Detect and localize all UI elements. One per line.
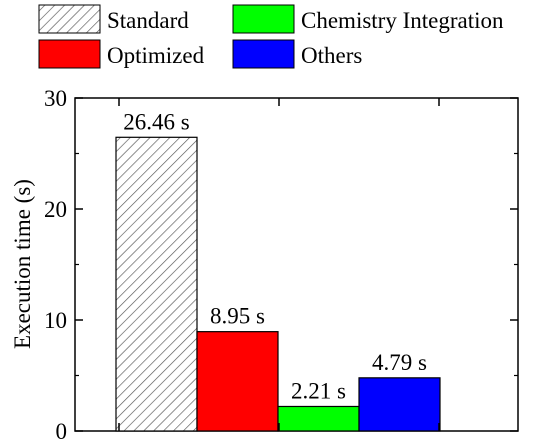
y-tick-label: 10: [44, 308, 67, 333]
bar-chemistry-integration: [277, 405, 360, 432]
x-axis: [118, 98, 440, 431]
legend-label: Chemistry Integration: [301, 8, 504, 33]
data-label: 2.21 s: [291, 378, 346, 403]
legend-item: Standard: [38, 4, 189, 34]
legend-item: Chemistry Integration: [232, 4, 504, 34]
y-tick-label: 30: [44, 86, 67, 111]
legend-item: Others: [232, 39, 362, 69]
bar-optimized: [196, 331, 279, 432]
y-axis-label: Execution time (s): [10, 179, 35, 349]
y-tick-label: 0: [56, 419, 68, 443]
data-labels: 26.46 s 8.95 s 2.21 s 4.79 s: [123, 109, 427, 403]
data-label: 26.46 s: [123, 109, 190, 134]
data-label: 4.79 s: [372, 350, 427, 375]
legend-item: Optimized: [38, 39, 205, 69]
y-axis: 0 10 20 30: [44, 86, 518, 443]
bar-others: [358, 377, 441, 432]
legend-label: Optimized: [107, 43, 205, 68]
bar-standard: [115, 136, 198, 432]
legend-label: Others: [301, 43, 362, 68]
y-tick-label: 20: [44, 197, 67, 222]
legend-swatch: [38, 4, 101, 34]
bars: [115, 136, 441, 432]
legend-swatch: [232, 39, 295, 69]
data-label: 8.95 s: [210, 304, 265, 329]
legend: Standard Chemistry Integration Optimized Ot…: [38, 4, 504, 69]
legend-swatch: [232, 4, 295, 34]
legend-swatch: [38, 39, 101, 69]
legend-label: Standard: [107, 8, 189, 33]
